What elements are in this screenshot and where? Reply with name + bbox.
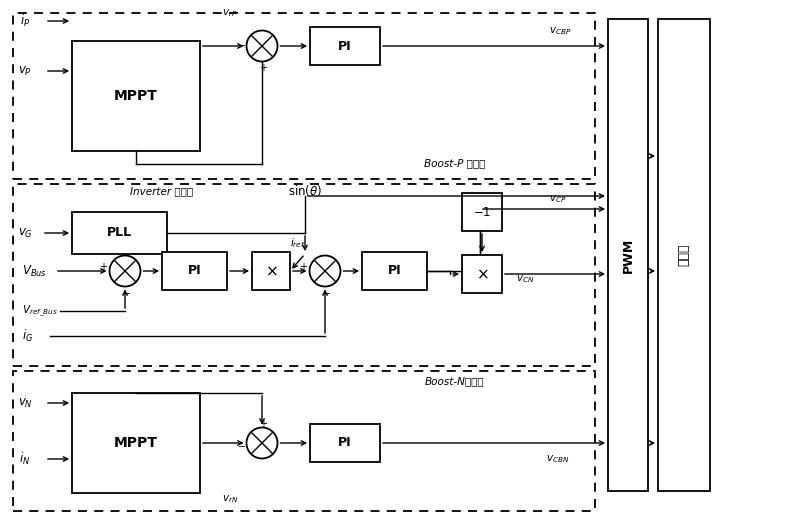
Bar xyxy=(462,193,502,231)
Text: $\times$: $\times$ xyxy=(476,267,489,281)
Text: $+$: $+$ xyxy=(260,62,269,73)
Text: $-$: $-$ xyxy=(237,39,246,49)
Text: 逆变器: 逆变器 xyxy=(677,244,690,266)
Text: $v_G$: $v_G$ xyxy=(18,227,33,240)
Text: $v_P$: $v_P$ xyxy=(18,65,32,78)
Text: $i_P$: $i_P$ xyxy=(20,13,30,29)
Text: $v_{CN}$: $v_{CN}$ xyxy=(516,273,534,285)
Bar xyxy=(252,252,290,290)
Text: PLL: PLL xyxy=(107,227,132,240)
Circle shape xyxy=(246,428,277,458)
Text: MPPT: MPPT xyxy=(114,89,158,103)
Bar xyxy=(658,19,710,491)
Text: PI: PI xyxy=(187,265,202,278)
Text: $-1$: $-1$ xyxy=(473,205,491,218)
Text: $+$: $+$ xyxy=(299,260,308,271)
Circle shape xyxy=(309,255,340,287)
Text: MPPT: MPPT xyxy=(114,436,158,450)
Text: $v_{rP}$: $v_{rP}$ xyxy=(222,7,238,19)
Bar xyxy=(162,252,227,290)
Text: $v_{rN}$: $v_{rN}$ xyxy=(222,493,238,505)
Text: PWM: PWM xyxy=(622,238,634,272)
Text: $-$: $-$ xyxy=(123,288,132,297)
Bar xyxy=(72,393,200,493)
Bar xyxy=(608,19,648,491)
Text: $V_{ref\_Bus}$: $V_{ref\_Bus}$ xyxy=(22,303,58,319)
Circle shape xyxy=(109,255,140,287)
Bar xyxy=(13,371,595,511)
Text: $\sin(\theta)$: $\sin(\theta)$ xyxy=(288,183,322,199)
Bar xyxy=(72,212,167,254)
Text: $i_{ref}$: $i_{ref}$ xyxy=(290,236,306,250)
Text: $v_{CBN}$: $v_{CBN}$ xyxy=(546,453,570,465)
Text: $-$: $-$ xyxy=(237,440,246,450)
Text: $i_G$: $i_G$ xyxy=(22,328,33,344)
Bar xyxy=(362,252,427,290)
Text: Boost-P 控制器: Boost-P 控制器 xyxy=(424,158,485,168)
Text: $+$: $+$ xyxy=(260,418,269,429)
Text: Boost-N控制器: Boost-N控制器 xyxy=(425,376,485,386)
Text: PI: PI xyxy=(387,265,402,278)
Bar xyxy=(462,255,502,293)
Bar xyxy=(310,424,380,462)
Text: PI: PI xyxy=(338,437,351,450)
Bar xyxy=(310,27,380,65)
Text: $v_{CBP}$: $v_{CBP}$ xyxy=(548,25,571,37)
Text: $+$: $+$ xyxy=(99,260,108,271)
Text: $i_N$: $i_N$ xyxy=(19,451,30,467)
Bar xyxy=(72,41,200,151)
Bar xyxy=(13,184,595,366)
Text: Inverter 控制器: Inverter 控制器 xyxy=(130,186,193,196)
Circle shape xyxy=(246,31,277,61)
Text: $-$: $-$ xyxy=(323,288,332,297)
Text: $\times$: $\times$ xyxy=(265,264,277,279)
Text: $V_{Bus}$: $V_{Bus}$ xyxy=(22,264,47,279)
Text: $v_N$: $v_N$ xyxy=(18,396,33,410)
Text: $v_{CP}$: $v_{CP}$ xyxy=(549,193,567,205)
Bar xyxy=(13,13,595,179)
Text: PI: PI xyxy=(338,40,351,53)
